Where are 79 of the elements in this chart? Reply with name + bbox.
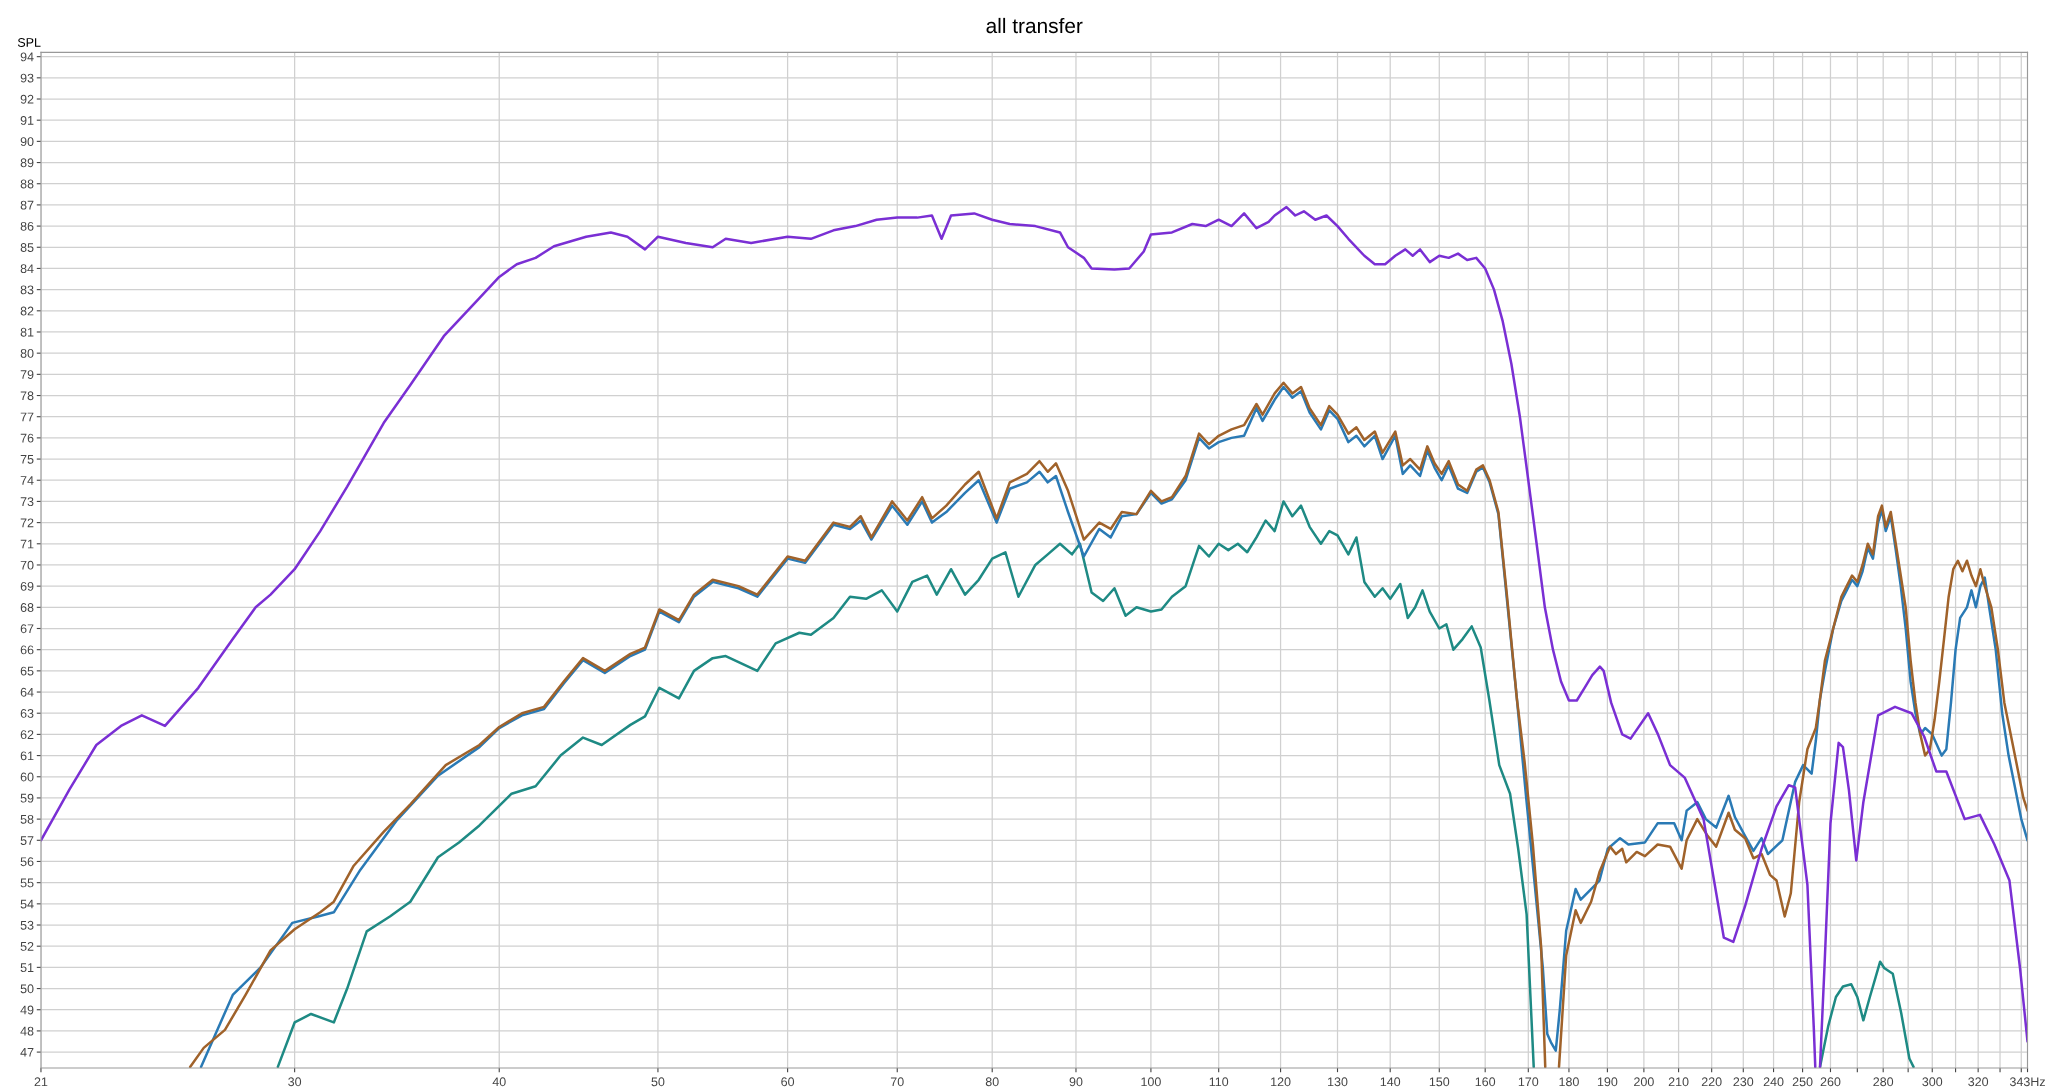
x-tick-label: 150: [1429, 1077, 1450, 1087]
x-tick-label: 160: [1475, 1077, 1496, 1087]
y-tick-label: 72: [20, 518, 34, 528]
y-tick-label: 86: [20, 221, 34, 231]
y-tick-label: 75: [20, 454, 34, 464]
x-tick-label: 210: [1668, 1077, 1689, 1087]
x-tick-label: 110: [1209, 1077, 1229, 1087]
y-tick-label: 77: [20, 412, 34, 422]
y-tick-label: 59: [20, 793, 34, 803]
y-tick-label: 79: [20, 370, 34, 379]
x-tick-label: 320: [1968, 1077, 1989, 1087]
y-tick-label: 94: [20, 52, 34, 62]
x-tick-label: 40: [492, 1077, 506, 1087]
y-tick-label: 93: [20, 73, 34, 83]
y-tick-label: 62: [20, 730, 34, 740]
x-tick-label: 190: [1597, 1077, 1618, 1087]
x-tick-label: 30: [288, 1077, 302, 1087]
x-tick-label: 230: [1733, 1077, 1754, 1087]
y-tick-label: 68: [20, 603, 34, 612]
y-tick-label: 53: [20, 920, 34, 930]
y-tick-label: 48: [20, 1026, 34, 1036]
y-tick-label: 63: [20, 709, 34, 718]
y-tick-label: 66: [20, 645, 34, 655]
x-tick-label: 220: [1701, 1077, 1722, 1087]
y-tick-label: 52: [20, 941, 34, 951]
y-tick-label: 55: [20, 878, 34, 888]
chart-title: all transfer: [986, 17, 1083, 34]
x-tick-label: 120: [1271, 1077, 1291, 1087]
x-tick-label: 250: [1792, 1077, 1813, 1087]
y-tick-label: 56: [20, 857, 34, 867]
x-tick-label: 140: [1380, 1077, 1401, 1087]
y-tick-label: 73: [20, 497, 34, 507]
y-tick-label: 83: [20, 285, 34, 295]
x-tick-label: 60: [781, 1077, 795, 1087]
x-tick-label: 170: [1518, 1077, 1539, 1087]
y-tick-label: 51: [20, 963, 34, 973]
y-tick-label: 84: [20, 264, 34, 274]
y-axis-title: SPL: [17, 38, 41, 47]
y-tick-label: 91: [20, 115, 34, 125]
x-tick-label: 260: [1820, 1077, 1841, 1087]
y-tick-label: 54: [20, 899, 34, 909]
x-tick-label: 130: [1328, 1077, 1348, 1087]
x-tick-label: 240: [1763, 1077, 1784, 1087]
y-tick-label: 69: [20, 581, 34, 591]
y-tick-label: 81: [20, 327, 34, 337]
y-tick-label: 47: [20, 1048, 34, 1057]
y-tick-label: 60: [20, 772, 34, 782]
x-tick-label: 343Hz: [2009, 1077, 2045, 1087]
y-tick-label: 71: [20, 539, 34, 549]
x-tick-label: 200: [1634, 1077, 1654, 1087]
x-tick-label: 300: [1922, 1077, 1943, 1087]
y-tick-label: 89: [20, 158, 34, 168]
x-tick-label: 21: [34, 1077, 48, 1087]
y-tick-label: 80: [20, 348, 34, 358]
y-tick-label: 64: [20, 687, 34, 697]
x-tick-label: 80: [985, 1077, 999, 1087]
x-tick-label: 280: [1873, 1077, 1894, 1087]
x-tick-label: 50: [651, 1077, 665, 1087]
y-tick-label: 78: [20, 391, 34, 401]
y-tick-label: 50: [20, 984, 34, 994]
y-tick-label: 88: [20, 179, 34, 189]
y-tick-label: 70: [20, 560, 34, 570]
y-tick-label: 65: [20, 666, 34, 676]
y-tick-label: 76: [20, 433, 34, 443]
x-tick-label: 180: [1559, 1077, 1579, 1087]
y-tick-label: 87: [20, 200, 34, 210]
y-tick-label: 57: [20, 836, 34, 845]
x-tick-label: 90: [1069, 1077, 1083, 1087]
x-tick-label: 70: [890, 1077, 904, 1087]
y-tick-label: 67: [20, 624, 34, 634]
y-tick-label: 61: [20, 751, 34, 761]
y-tick-label: 82: [20, 306, 34, 316]
y-tick-label: 92: [20, 94, 34, 104]
x-tick-label: 100: [1141, 1077, 1161, 1087]
y-tick-label: 85: [20, 243, 34, 252]
y-tick-label: 74: [20, 476, 34, 485]
y-tick-label: 49: [20, 1005, 34, 1015]
y-tick-label: 90: [20, 137, 34, 147]
y-tick-label: 58: [20, 814, 34, 824]
